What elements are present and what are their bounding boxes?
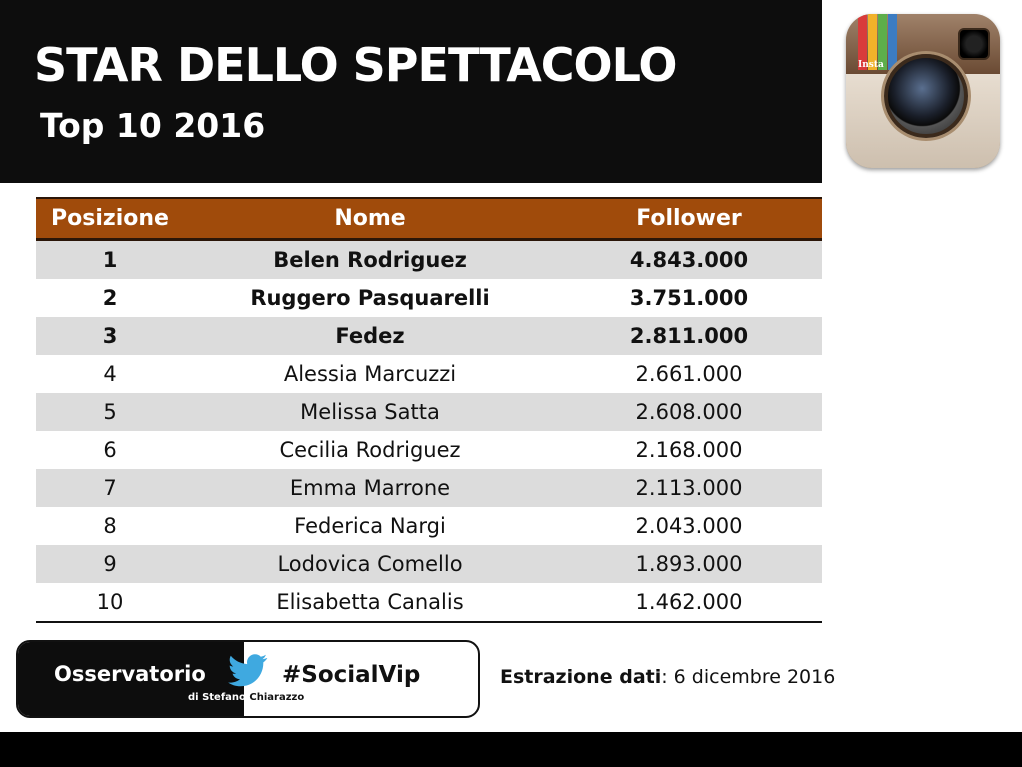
ranking-table: Posizione Nome Follower 1 Belen Rodriguez… [36, 197, 822, 623]
cell-followers: 2.113.000 [635, 476, 743, 500]
table-header: Posizione Nome Follower [36, 197, 822, 241]
page-subtitle: Top 10 2016 [40, 106, 266, 145]
cell-position: 7 [103, 476, 117, 500]
table-row: 2 Ruggero Pasquarelli 3.751.000 [36, 279, 822, 317]
hashtag-label: #SocialVip [282, 662, 421, 688]
page-title: STAR DELLO SPETTACOLO [34, 38, 677, 92]
brand-author: di Stefano Chiarazzo [188, 692, 305, 703]
instagram-logo-icon: Insta [846, 14, 1000, 168]
footer-bar [0, 732, 1022, 767]
table-bottom-rule [36, 621, 822, 623]
cell-name: Ruggero Pasquarelli [250, 286, 490, 310]
brand-name: Osservatorio [54, 662, 206, 686]
cell-position: 10 [96, 590, 124, 614]
instagram-logo-label: Insta [858, 60, 884, 70]
cell-position: 6 [103, 438, 117, 462]
cell-followers: 2.043.000 [635, 514, 743, 538]
table-row: 6 Cecilia Rodriguez 2.168.000 [36, 431, 822, 469]
cell-name: Fedez [335, 324, 405, 348]
cell-position: 4 [103, 362, 117, 386]
table-row: 10 Elisabetta Canalis 1.462.000 [36, 583, 822, 621]
cell-position: 5 [103, 400, 117, 424]
cell-followers: 1.462.000 [635, 590, 743, 614]
cell-followers: 2.661.000 [635, 362, 743, 386]
column-header-name: Nome [334, 206, 406, 231]
cell-name: Federica Nargi [294, 514, 446, 538]
cell-position: 2 [102, 286, 118, 310]
table-row: 1 Belen Rodriguez 4.843.000 [36, 241, 822, 279]
cell-position: 8 [103, 514, 117, 538]
cell-name: Belen Rodriguez [273, 248, 467, 272]
cell-followers: 3.751.000 [629, 286, 749, 310]
twitter-bird-icon [228, 654, 268, 687]
table-row: 7 Emma Marrone 2.113.000 [36, 469, 822, 507]
cell-followers: 4.843.000 [629, 248, 749, 272]
table-row: 4 Alessia Marcuzzi 2.661.000 [36, 355, 822, 393]
cell-name: Melissa Satta [300, 400, 440, 424]
column-header-position: Posizione [51, 206, 169, 231]
cell-followers: 1.893.000 [635, 552, 743, 576]
cell-name: Lodovica Comello [277, 552, 463, 576]
osservatorio-badge: Osservatorio di Stefano Chiarazzo #Socia… [16, 640, 480, 718]
cell-followers: 2.811.000 [629, 324, 749, 348]
cell-followers: 2.168.000 [635, 438, 743, 462]
column-header-followers: Follower [636, 206, 742, 231]
table-row: 9 Lodovica Comello 1.893.000 [36, 545, 822, 583]
table-row: 8 Federica Nargi 2.043.000 [36, 507, 822, 545]
cell-position: 1 [102, 248, 118, 272]
cell-followers: 2.608.000 [635, 400, 743, 424]
cell-name: Elisabetta Canalis [276, 590, 464, 614]
cell-position: 3 [102, 324, 118, 348]
table-row: 5 Melissa Satta 2.608.000 [36, 393, 822, 431]
cell-name: Alessia Marcuzzi [283, 362, 457, 386]
cell-name: Cecilia Rodriguez [279, 438, 461, 462]
cell-name: Emma Marrone [289, 476, 451, 500]
cell-position: 9 [103, 552, 117, 576]
header-banner: STAR DELLO SPETTACOLO Top 10 2016 [0, 0, 822, 183]
table-row: 3 Fedez 2.811.000 [36, 317, 822, 355]
extraction-date: Estrazione dati: 6 dicembre 2016 [500, 666, 836, 688]
